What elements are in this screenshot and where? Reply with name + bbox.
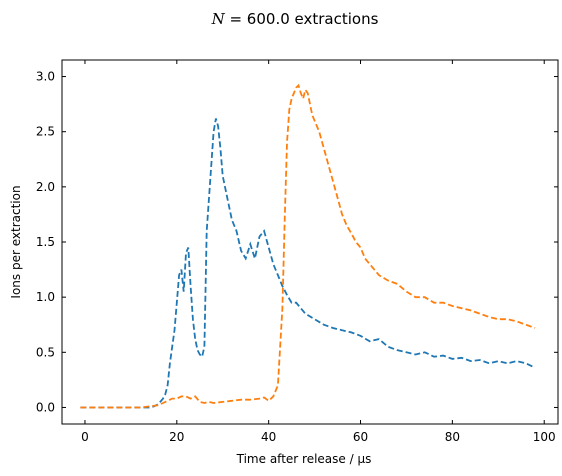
chart-title: N = 600.0 extractions [211, 10, 379, 28]
x-tick-label: 100 [533, 430, 556, 444]
y-tick-label: 1.5 [36, 235, 55, 249]
y-axis-label: Ions per extraction [9, 185, 23, 298]
y-tick-label: 1.0 [36, 290, 55, 304]
x-tick-label: 0 [81, 430, 89, 444]
x-tick-label: 80 [445, 430, 460, 444]
x-tick-label: 60 [353, 430, 368, 444]
chart-title-math: N [211, 10, 226, 28]
chart-title-rest: = 600.0 extractions [225, 10, 379, 28]
y-tick-label: 3.0 [36, 70, 55, 84]
plot-area [80, 83, 536, 409]
series-line-2 [80, 83, 536, 409]
axes-frame [61, 59, 559, 425]
x-axis-label: Time after release / µs [236, 452, 372, 466]
y-tick-label: 0.5 [36, 345, 55, 359]
x-tick-label: 40 [261, 430, 276, 444]
series-line-1 [80, 118, 536, 409]
y-tick-label: 2.5 [36, 125, 55, 139]
y-tick-label: 0.0 [36, 400, 55, 414]
y-tick-label: 2.0 [36, 180, 55, 194]
x-axis: 0 20 40 60 80 100 [81, 60, 556, 444]
x-tick-label: 20 [169, 430, 184, 444]
y-axis: 0.0 0.5 1.0 1.5 2.0 2.5 3.0 [36, 70, 558, 414]
